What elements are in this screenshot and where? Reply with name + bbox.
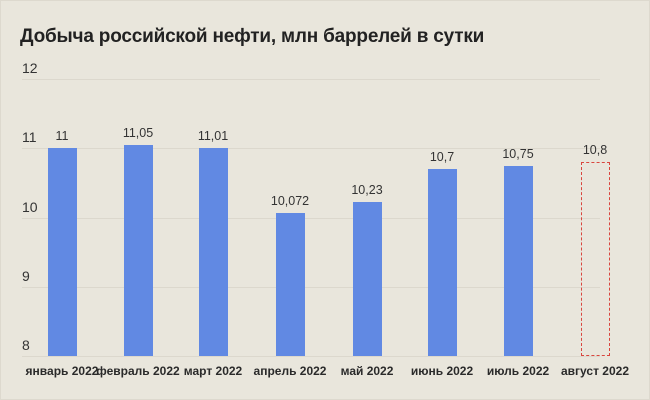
x-tick-label: июль 2022	[486, 364, 550, 378]
gridline	[22, 356, 600, 357]
y-tick-label: 10	[22, 198, 38, 215]
x-tick-label: март 2022	[183, 364, 243, 378]
y-tick-label: 11	[22, 129, 37, 146]
x-tick-label: январь 2022	[25, 364, 99, 378]
value-label: 10,072	[270, 193, 310, 208]
value-label: 10,23	[351, 182, 383, 197]
gridline	[22, 79, 600, 80]
y-tick-label: 8	[22, 337, 30, 353]
value-label: 11	[55, 129, 69, 144]
gridline	[22, 217, 600, 219]
bar	[352, 201, 382, 356]
x-tick-label: февраль 2022	[96, 364, 180, 378]
bar	[503, 165, 533, 356]
value-label: 10,75	[502, 146, 534, 161]
bar	[47, 148, 77, 356]
x-tick-label: август 2022	[560, 364, 629, 378]
y-tick-label: 12	[22, 60, 38, 76]
y-tick-label: 9	[22, 267, 30, 284]
value-label: 10,8	[582, 143, 608, 158]
x-tick-label: июнь 2022	[410, 364, 474, 378]
bar	[427, 169, 457, 356]
bar	[275, 212, 305, 356]
value-label: 11,05	[122, 125, 154, 140]
x-tick-label: май 2022	[340, 364, 394, 378]
bar	[123, 144, 153, 356]
bar	[198, 147, 228, 356]
gridline	[22, 286, 600, 288]
gridline	[22, 148, 600, 150]
chart-title: Добыча российской нефти, млн баррелей в …	[20, 26, 485, 47]
value-label: 10,7	[429, 150, 455, 165]
x-tick-label: апрель 2022	[253, 364, 327, 378]
forecast-bar	[580, 162, 610, 356]
value-label: 11,01	[197, 128, 229, 143]
